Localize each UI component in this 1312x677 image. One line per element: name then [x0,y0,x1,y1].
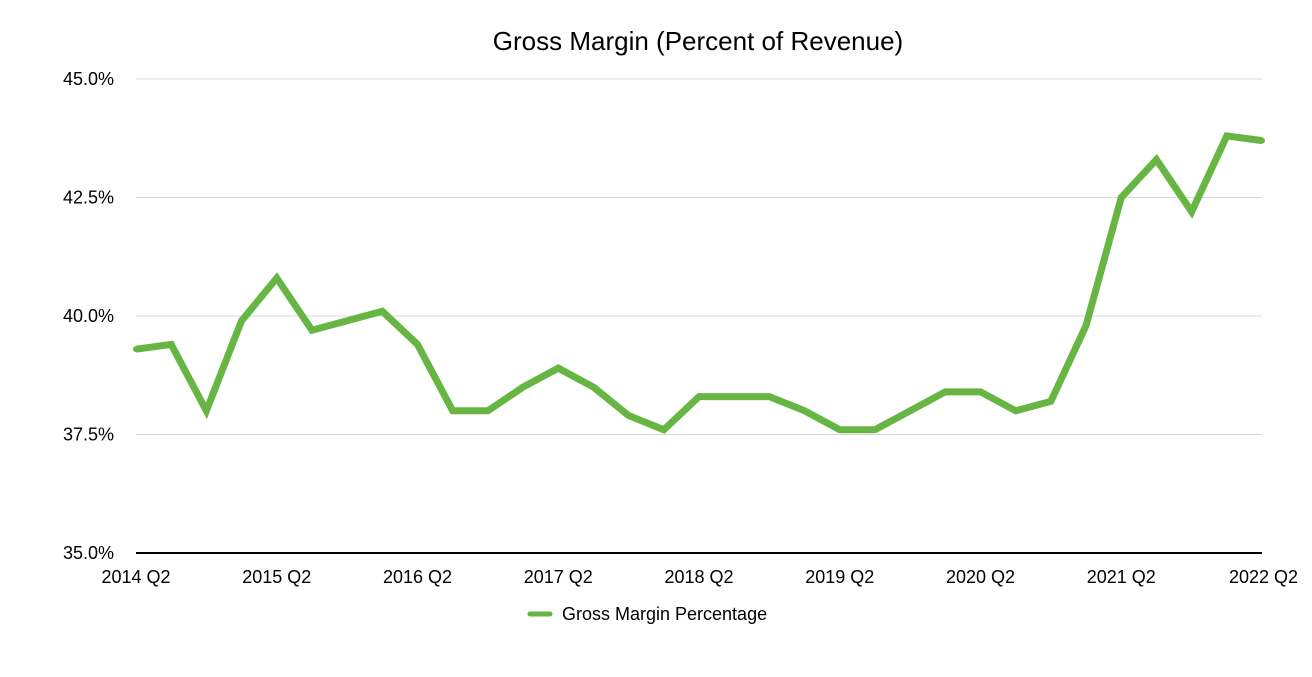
data-point [344,317,351,324]
chart-title: Gross Margin (Percent of Revenue) [493,26,903,56]
data-point [977,388,984,395]
data-point [449,407,456,414]
x-tick-label: 2018 Q2 [664,567,733,587]
data-point [590,384,597,391]
data-point [907,407,914,414]
x-tick-label: 2020 Q2 [946,567,1015,587]
data-point [625,412,632,419]
data-point [203,407,210,414]
data-point [836,426,843,433]
data-point [484,407,491,414]
data-point [414,341,421,348]
gridlines [136,78,1262,435]
y-tick-label: 37.5% [63,425,114,445]
data-point [520,384,527,391]
data-point [942,388,949,395]
data-point [801,407,808,414]
data-point [238,317,245,324]
y-tick-label: 35.0% [63,543,114,563]
data-point [308,327,315,334]
data-point [731,393,738,400]
x-tick-label: 2014 Q2 [101,567,170,587]
data-point [766,393,773,400]
data-point [1047,398,1054,405]
data-point [660,426,667,433]
x-tick-label: 2019 Q2 [805,567,874,587]
data-point [555,365,562,372]
x-tick-label: 2022 Q2 [1229,567,1298,587]
data-point [273,275,280,282]
data-point [168,341,175,348]
data-point [1223,132,1230,139]
data-point [1012,407,1019,414]
data-point [1153,156,1160,163]
x-tick-label: 2021 Q2 [1087,567,1156,587]
data-point [1083,322,1090,329]
x-tick-label: 2015 Q2 [242,567,311,587]
x-tick-label: 2016 Q2 [383,567,452,587]
y-tick-label: 42.5% [63,188,114,208]
series-layer [133,132,1265,434]
data-point [379,308,386,315]
y-tick-label: 45.0% [63,69,114,89]
x-axis-ticks: 2014 Q2 2015 Q2 2016 Q2 2017 Q2 2018 Q2 2019 … [101,567,1298,587]
y-axis-ticks: 35.0% 37.5% 40.0% 42.5% 45.0% [63,69,114,563]
legend-label: Gross Margin Percentage [562,604,767,624]
data-point [133,346,139,353]
data-point [1259,137,1265,144]
series-line-gross-margin [135,132,1263,434]
data-point [1188,208,1195,215]
legend: Gross Margin Percentage [527,604,767,624]
y-tick-label: 40.0% [63,306,114,326]
x-tick-label: 2017 Q2 [524,567,593,587]
data-point [1118,194,1125,201]
data-point [696,393,702,400]
data-point [871,426,878,433]
